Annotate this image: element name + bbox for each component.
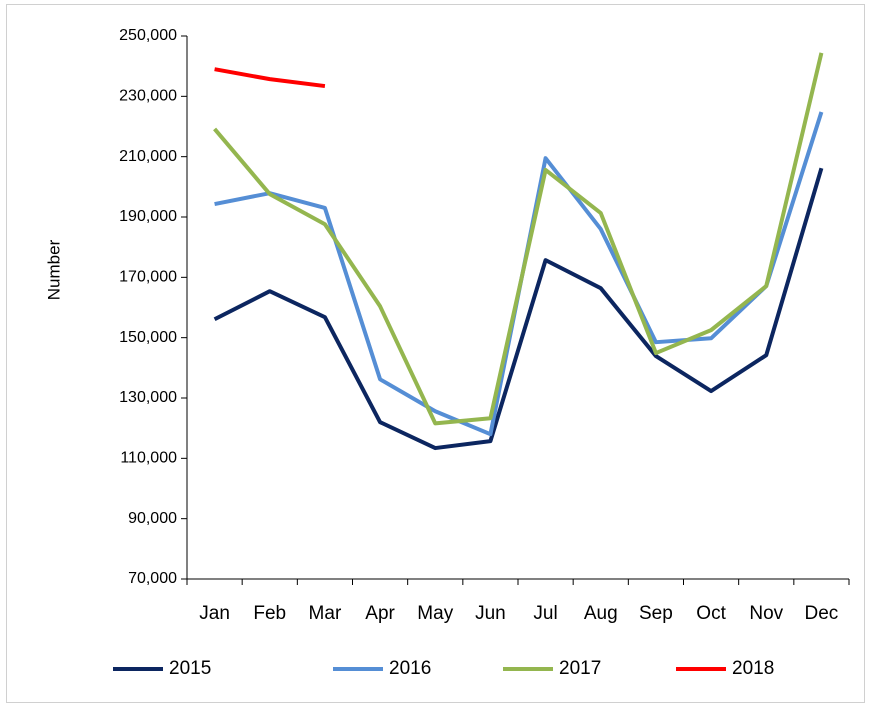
y-tick-label: 150,000 — [119, 329, 177, 346]
y-tick-label: 90,000 — [128, 510, 177, 527]
x-tick-label: Jul — [533, 603, 557, 624]
x-tick-label: May — [417, 603, 453, 624]
x-tick-label: Mar — [309, 603, 342, 624]
y-axis-label: Number — [44, 239, 63, 300]
x-tick-label: Nov — [749, 603, 783, 624]
series-line — [213, 52, 824, 426]
chart-frame — [6, 4, 865, 703]
series-line — [214, 111, 824, 437]
legend-label: 2017 — [559, 658, 601, 679]
legend-label: 2018 — [732, 658, 774, 679]
x-tick-label: Feb — [253, 603, 286, 624]
series-line — [214, 67, 326, 89]
legend-label: 2015 — [169, 658, 211, 679]
y-tick-label: 110,000 — [120, 450, 177, 467]
y-tick-label: 210,000 — [119, 148, 177, 165]
x-tick-label: Apr — [365, 603, 395, 624]
series-line — [213, 167, 824, 451]
legend-label: 2016 — [389, 658, 431, 679]
y-tick-label: 250,000 — [119, 27, 177, 44]
y-tick-label: 130,000 — [119, 389, 177, 406]
x-tick-label: Aug — [584, 603, 618, 624]
y-tick-label: 190,000 — [119, 208, 177, 225]
x-tick-label: Sep — [639, 603, 673, 624]
x-tick-label: Oct — [696, 603, 726, 624]
x-tick-label: Jun — [475, 603, 506, 624]
x-tick-label: Dec — [805, 603, 839, 624]
y-tick-label: 230,000 — [119, 88, 177, 105]
y-tick-label: 70,000 — [128, 570, 177, 587]
y-tick-label: 170,000 — [119, 269, 177, 286]
x-tick-label: Jan — [199, 603, 230, 624]
